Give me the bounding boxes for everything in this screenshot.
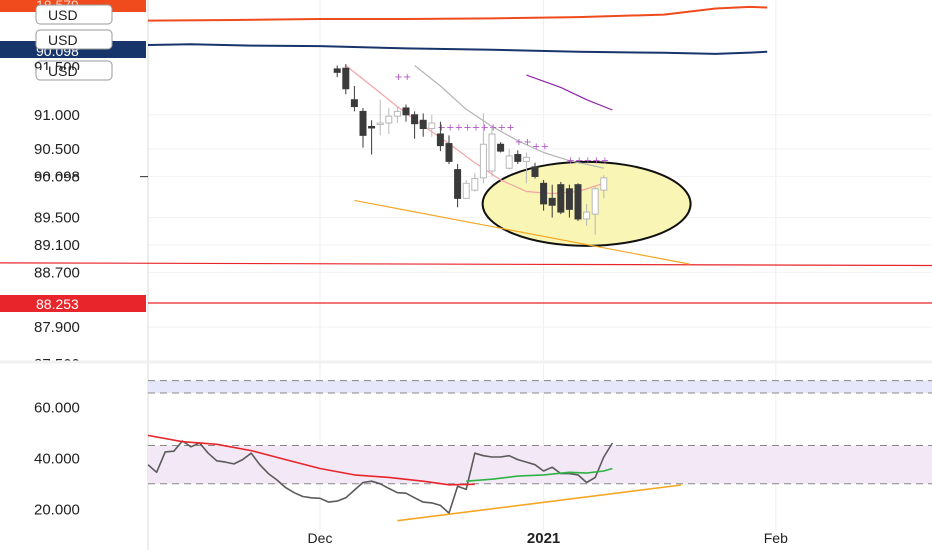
candle-body (497, 143, 505, 152)
oscillator-line (397, 484, 682, 522)
candle-body (359, 110, 367, 136)
cross-marker: + (523, 137, 531, 148)
oscillator-band (148, 380, 932, 394)
cross-marker: + (601, 155, 609, 166)
cross-marker: + (592, 155, 600, 166)
y-tick-label: 90.500 (34, 141, 80, 158)
candle-body (342, 67, 350, 90)
y-tick-label: 90.000 (34, 171, 80, 188)
cross-marker: + (575, 155, 583, 166)
oscillator-band (148, 445, 932, 484)
candle-body (557, 184, 565, 213)
cross-marker: + (403, 72, 411, 83)
cross-marker: + (515, 137, 523, 148)
partial-tick-group: 87.500 (34, 356, 80, 373)
currency-badge-text: USD (48, 7, 78, 23)
y-tick-label: 87.900 (34, 319, 80, 336)
cross-marker: + (480, 122, 488, 133)
x-tick-label: 2021 (527, 530, 560, 547)
candle-body (368, 125, 376, 129)
cross-marker: + (489, 122, 497, 133)
candle-body (600, 177, 608, 191)
cross-marker: + (498, 122, 506, 133)
currency-badge (35, 29, 113, 50)
candle-body (479, 143, 487, 179)
series-line (147, 43, 768, 55)
candle-body (411, 114, 419, 125)
y-tick-label: 88.700 (34, 264, 80, 281)
cross-marker: + (394, 72, 402, 83)
x-tick-label: Dec (308, 530, 333, 546)
candles (333, 64, 608, 235)
trend-line (354, 199, 690, 265)
x-tick-label: Feb (764, 530, 788, 546)
candle-body (393, 110, 401, 117)
cross-marker: + (446, 122, 454, 133)
series-line (147, 5, 768, 22)
currency-badge-text: USD (48, 32, 78, 48)
oscillator-line (147, 434, 475, 486)
candle-body (505, 155, 513, 169)
candle-body (428, 122, 436, 130)
candle-body (419, 119, 427, 130)
candle-body (488, 133, 496, 172)
candle-body (514, 154, 522, 162)
candle-body (350, 99, 358, 108)
currency-badge (35, 60, 113, 81)
candle-body (333, 68, 341, 73)
y-tick-label: 89.100 (34, 237, 80, 254)
candle-body (376, 122, 384, 126)
upper-series (147, 5, 768, 55)
level-tag-text: 88.253 (36, 296, 79, 312)
y-tick-label: 89.500 (34, 210, 80, 227)
candle-body (436, 133, 444, 147)
cross-marker: + (472, 122, 480, 133)
oscillator-line (466, 467, 613, 482)
candle-body (454, 169, 462, 199)
y-tick-label: 40.000 (34, 450, 80, 467)
y-tick-label: 20.000 (34, 501, 80, 518)
oscillator-pane: 60.000 40.000 20.000 (34, 380, 932, 522)
candle-body (402, 107, 410, 116)
cross-marker: + (541, 142, 549, 153)
currency-badge (35, 4, 113, 25)
y-tick-label: 90.098 (34, 169, 80, 186)
cross-marker: + (506, 122, 514, 133)
cross-marker: + (455, 122, 463, 133)
candle-body (548, 197, 556, 206)
y-tick-label: 91.000 (34, 107, 80, 124)
level-tag (0, 294, 146, 312)
trend-line (0, 262, 932, 267)
candle-body (471, 178, 479, 191)
candle-body (540, 182, 548, 205)
oscillator-line (147, 440, 614, 514)
y-tick-label: 91.500 (34, 59, 80, 76)
moving-average-line (526, 74, 613, 111)
candle-body (574, 184, 582, 220)
cross-marker: + (584, 155, 592, 166)
candle-body (531, 166, 539, 177)
currency-badge-text: USD (48, 63, 78, 79)
cross-marker: + (566, 155, 574, 166)
y-tick-label: 87.500 (34, 356, 80, 373)
candle-body (565, 188, 573, 210)
candle-body (385, 115, 393, 124)
candle-body (522, 156, 530, 162)
cross-marker: + (463, 122, 471, 133)
y-tick-label: 60.000 (34, 399, 80, 416)
cross-marker: + (532, 142, 540, 153)
candle-body (591, 188, 599, 215)
candle-body (583, 211, 591, 220)
moving-average-line (414, 65, 604, 169)
candle-body (445, 143, 453, 162)
partial-tick-group: 91.500 (34, 59, 80, 76)
cross-marker: + (437, 122, 445, 133)
partial-tick-group: 90.000 (34, 171, 80, 188)
candle-body (462, 182, 470, 199)
